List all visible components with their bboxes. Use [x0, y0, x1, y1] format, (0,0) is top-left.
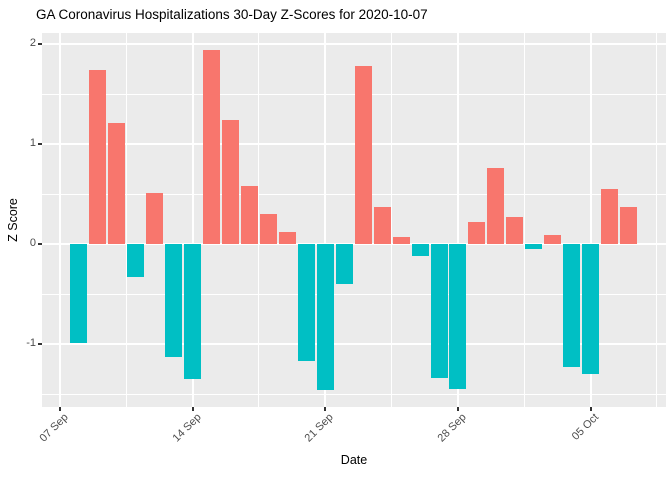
major-gridline-h: [42, 343, 666, 345]
bar-11-sep: [127, 244, 145, 277]
y-tick-mark: [38, 143, 42, 145]
x-axis-title: Date: [340, 453, 368, 467]
bar-08-sep: [70, 244, 88, 343]
bar-01-oct: [506, 217, 524, 244]
major-gridline-v: [589, 33, 592, 407]
bar-29-sep: [468, 222, 486, 244]
bar-12-sep: [146, 193, 164, 244]
minor-gridline-h: [42, 193, 666, 195]
bar-06-oct: [601, 189, 619, 244]
major-gridline-v: [456, 33, 459, 407]
x-tick-label: 28 Sep: [435, 411, 469, 445]
bar-10-sep: [108, 123, 126, 244]
y-tick-label: -1: [26, 337, 36, 349]
bar-02-oct: [525, 244, 543, 249]
x-tick-mark: [456, 407, 459, 411]
bar-19-sep: [278, 232, 296, 244]
bar-27-sep: [430, 244, 448, 378]
bar-16-sep: [222, 120, 240, 244]
bar-25-sep: [392, 237, 410, 244]
bar-07-oct: [620, 207, 637, 244]
bar-26-sep: [411, 244, 429, 256]
bar-05-oct: [582, 244, 600, 374]
minor-gridline-h: [42, 93, 666, 95]
major-gridline-h: [42, 143, 666, 145]
major-gridline-v: [59, 33, 61, 407]
bar-17-sep: [241, 186, 258, 244]
chart-title: GA Coronavirus Hospitalizations 30-Day Z…: [36, 7, 428, 22]
x-tick-mark: [324, 407, 327, 411]
x-tick-mark: [59, 407, 61, 411]
y-tick-mark: [38, 343, 42, 345]
minor-gridline-v: [656, 33, 658, 407]
bar-28-sep: [449, 244, 467, 389]
bar-30-sep: [487, 168, 505, 244]
bar-03-oct: [544, 235, 562, 244]
bar-15-sep: [203, 50, 221, 244]
major-gridline-h: [42, 243, 666, 245]
bar-24-sep: [373, 207, 391, 244]
y-tick-label: 2: [29, 37, 36, 49]
bar-22-sep: [335, 244, 353, 284]
x-tick-label: 21 Sep: [302, 411, 337, 445]
minor-gridline-v: [523, 33, 525, 407]
bar-13-sep: [165, 244, 183, 357]
bar-18-sep: [259, 214, 277, 244]
bar-04-oct: [563, 244, 581, 367]
x-tick-label: 07 Sep: [37, 411, 71, 445]
bar-23-sep: [354, 66, 372, 244]
y-tick-label: 0: [29, 237, 36, 249]
minor-gridline-v: [258, 33, 260, 407]
y-tick-mark: [38, 43, 42, 45]
minor-gridline-h: [42, 293, 666, 295]
bar-20-sep: [297, 244, 315, 361]
minor-gridline-v: [125, 33, 127, 407]
y-axis-title: Z Score: [6, 198, 20, 242]
x-tick-label: 05 Oct: [569, 411, 602, 443]
x-tick-mark: [589, 407, 592, 411]
bar-21-sep: [316, 244, 334, 390]
major-gridline-v: [324, 33, 327, 407]
y-tick-mark: [38, 243, 42, 245]
x-tick-label: 14 Sep: [170, 411, 204, 445]
x-tick-mark: [191, 407, 194, 411]
major-gridline-h: [42, 43, 666, 45]
minor-gridline-v: [391, 33, 393, 407]
bar-09-sep: [89, 70, 107, 244]
bar-14-sep: [184, 244, 202, 379]
major-gridline-v: [191, 33, 194, 407]
y-tick-label: 1: [29, 137, 36, 149]
minor-gridline-h: [42, 393, 666, 395]
plot-panel: [42, 33, 666, 407]
